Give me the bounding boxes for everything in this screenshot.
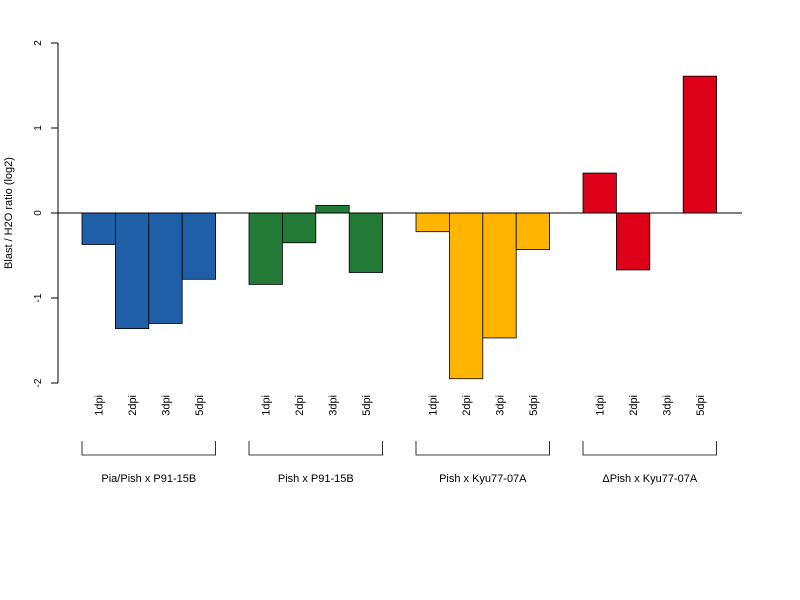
bar: [682, 75, 718, 214]
bar: [81, 212, 116, 245]
category-label: 1dpi: [261, 395, 273, 416]
category-label: 5dpi: [695, 395, 707, 416]
group-label: Pia/Pish x P91-15B: [101, 473, 196, 485]
bar: [415, 212, 450, 233]
category-label: 5dpi: [528, 395, 540, 416]
category-label: 2dpi: [628, 395, 640, 416]
bar: [248, 212, 283, 285]
group-bracket: [582, 441, 717, 456]
category-label: 3dpi: [161, 395, 173, 416]
y-tick-label: 1: [33, 125, 44, 131]
group-brackets: Pia/Pish x P91-15B Pish x P91-15B Pish x K…: [81, 441, 717, 485]
bar: [582, 172, 617, 214]
y-tick-label: -1: [33, 293, 44, 302]
y-axis: -2 -1 0 1 2: [33, 40, 59, 387]
group-label: ΔPish x Kyu77-07A: [602, 473, 697, 485]
bars: [81, 75, 718, 380]
category-label: 5dpi: [194, 395, 206, 416]
group-bracket: [248, 441, 383, 456]
category-label: 3dpi: [662, 395, 674, 416]
bar: [482, 212, 517, 339]
group-bracket: [415, 441, 550, 456]
y-tick-label: -2: [33, 378, 44, 387]
y-tick-label: 2: [33, 40, 44, 46]
bar: [315, 204, 350, 214]
bar: [148, 212, 183, 324]
bar: [115, 212, 150, 329]
category-label: 3dpi: [328, 395, 340, 416]
y-axis-label: Blast / H2O ratio (log2): [3, 157, 15, 269]
category-label: 2dpi: [127, 395, 139, 416]
category-label: 2dpi: [294, 395, 306, 416]
category-label: 1dpi: [94, 395, 106, 416]
bar: [515, 212, 551, 250]
category-label: 1dpi: [428, 395, 440, 416]
category-label: 3dpi: [495, 395, 507, 416]
y-tick-label: 0: [33, 210, 44, 216]
group-label: Pish x Kyu77-07A: [439, 473, 527, 485]
group-bracket: [81, 441, 216, 456]
category-label: 2dpi: [461, 395, 473, 416]
bar: [348, 212, 384, 273]
bar: [616, 212, 651, 271]
group-label: Pish x P91-15B: [278, 473, 354, 485]
bar: [448, 212, 484, 380]
bar: [181, 212, 216, 280]
category-labels: 1dpi 2dpi 3dpi 5dpi 1dpi 2dpi 3dpi 5dpi 1dpi 2dpi…: [94, 395, 707, 416]
category-label: 5dpi: [361, 395, 373, 416]
bar: [281, 212, 317, 244]
category-label: 1dpi: [595, 395, 607, 416]
